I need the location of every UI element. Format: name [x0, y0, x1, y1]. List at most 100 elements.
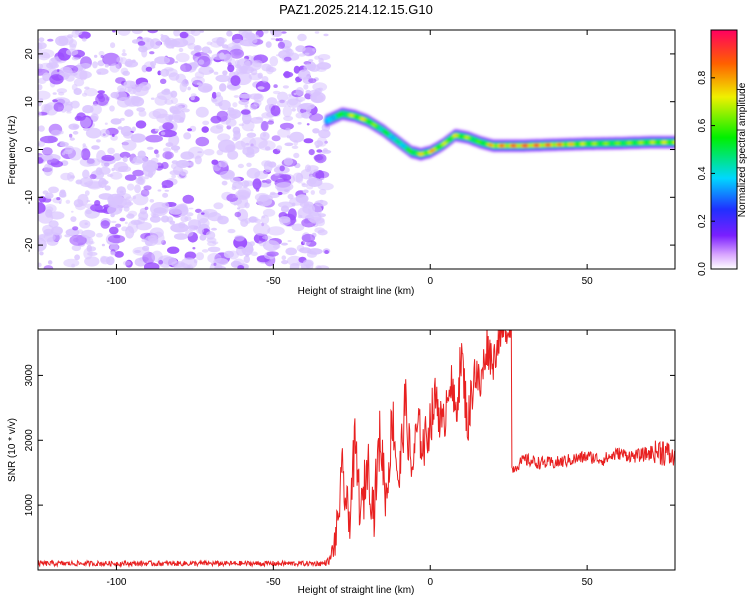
- noise-blob: [59, 141, 69, 147]
- noise-blob: [127, 183, 135, 191]
- noise-blob: [66, 110, 72, 114]
- noise-blob: [277, 191, 283, 196]
- noise-blob: [117, 97, 131, 108]
- noise-blob: [112, 153, 122, 162]
- noise-blob: [97, 90, 105, 94]
- noise-blob: [272, 90, 281, 95]
- noise-blob: [58, 91, 65, 96]
- noise-blob: [281, 242, 288, 246]
- colorbar-tick-label: 0.0: [697, 262, 708, 276]
- noise-blob: [262, 235, 272, 240]
- noise-blob: [277, 41, 285, 49]
- noise-blob: [211, 227, 217, 231]
- noise-blob: [191, 76, 205, 85]
- noise-blob: [316, 62, 332, 70]
- noise-blob: [79, 70, 88, 81]
- noise-blob: [109, 105, 115, 112]
- noise-blob: [63, 103, 73, 112]
- noise-blob: [56, 88, 68, 94]
- noise-blob: [177, 173, 187, 180]
- noise-blob: [158, 129, 177, 138]
- noise-blob: [264, 146, 271, 151]
- noise-blob: [276, 54, 280, 57]
- noise-blob: [71, 244, 82, 252]
- noise-blob: [143, 262, 160, 269]
- noise-blob: [83, 88, 98, 97]
- noise-blob: [120, 117, 125, 121]
- noise-blob: [193, 45, 202, 52]
- noise-blob: [319, 188, 327, 195]
- x-tick-label: -50: [266, 276, 281, 287]
- noise-blob: [151, 250, 163, 262]
- noise-blob: [60, 172, 72, 181]
- noise-blob: [266, 97, 278, 106]
- noise-blob: [235, 189, 251, 200]
- noise-blob: [142, 245, 150, 252]
- noise-blob: [149, 199, 155, 203]
- noise-blob: [168, 134, 180, 147]
- noise-blob: [268, 161, 277, 168]
- noise-blob: [109, 226, 119, 235]
- noise-blob: [102, 52, 120, 66]
- noise-blob: [185, 229, 194, 237]
- noise-blob: [110, 91, 119, 99]
- noise-blob: [280, 205, 290, 213]
- noise-blob: [149, 215, 161, 223]
- noise-blob: [318, 129, 331, 139]
- noise-blob: [211, 159, 219, 165]
- noise-blob: [167, 246, 180, 254]
- noise-blob: [215, 103, 222, 107]
- noise-blob: [315, 145, 320, 149]
- noise-blob: [71, 210, 74, 213]
- noise-blob: [121, 226, 128, 232]
- noise-blob: [231, 39, 244, 46]
- noise-blob: [232, 126, 241, 135]
- noise-blob: [274, 173, 280, 176]
- y-tick-label: 10: [24, 96, 35, 108]
- noise-blob: [123, 80, 136, 89]
- noise-blob: [215, 74, 231, 83]
- noise-blob: [281, 260, 289, 265]
- noise-blob: [100, 55, 104, 58]
- noise-blob: [285, 247, 298, 256]
- noise-blob: [140, 189, 150, 197]
- noise-blob: [219, 52, 225, 60]
- heatmap-content: [38, 30, 675, 269]
- noise-blob: [38, 262, 42, 268]
- noise-blob: [135, 86, 142, 93]
- noise-blob: [276, 145, 283, 151]
- noise-blob: [48, 57, 58, 69]
- noise-blob: [69, 234, 87, 246]
- noise-blob: [65, 199, 71, 204]
- noise-blob: [132, 195, 137, 200]
- noise-blob: [306, 251, 317, 258]
- noise-blob: [213, 202, 224, 210]
- noise-blob: [293, 65, 301, 74]
- noise-blob: [299, 102, 316, 110]
- noise-blob: [188, 207, 194, 210]
- noise-blob: [248, 93, 263, 100]
- noise-blob: [171, 163, 177, 169]
- noise-blob: [85, 127, 102, 139]
- noise-blob: [267, 120, 275, 125]
- noise-blob: [146, 146, 154, 150]
- noise-blob: [66, 48, 79, 56]
- noise-blob: [38, 84, 43, 91]
- noise-blob: [101, 154, 115, 162]
- noise-blob: [56, 197, 61, 201]
- noise-blob: [213, 258, 229, 266]
- noise-blob: [82, 92, 88, 97]
- noise-blob: [303, 84, 309, 90]
- noise-blob: [203, 148, 215, 156]
- noise-blob: [257, 86, 265, 90]
- noise-blob: [295, 172, 304, 184]
- noise-blob: [107, 173, 114, 177]
- noise-blob: [100, 256, 111, 265]
- noise-blob: [84, 190, 90, 196]
- noise-blob: [180, 257, 198, 269]
- noise-blob: [90, 113, 99, 121]
- noise-blob: [208, 69, 215, 74]
- noise-blob: [185, 212, 194, 217]
- noise-blob: [314, 200, 328, 207]
- noise-blob: [298, 99, 303, 103]
